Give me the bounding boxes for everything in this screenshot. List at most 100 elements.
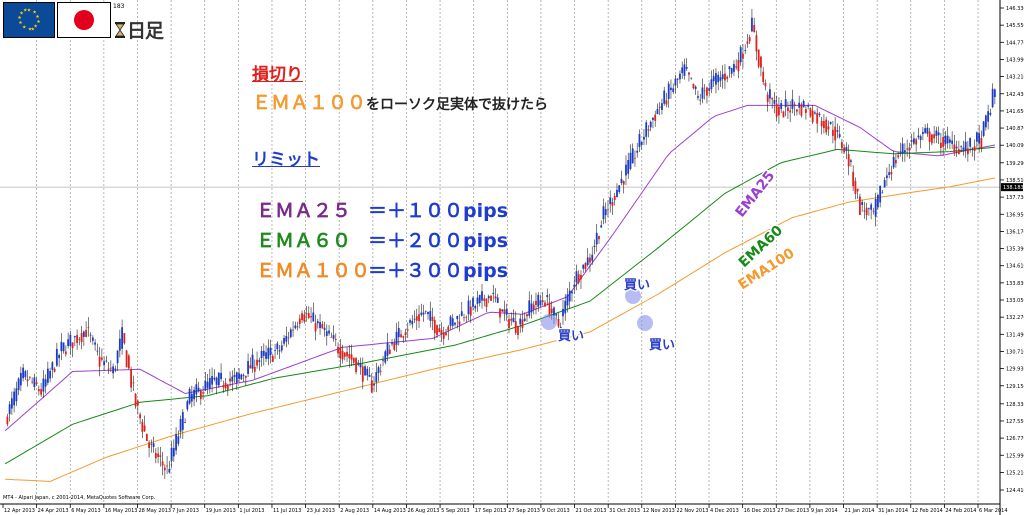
price-tick-label: 142.430 [1006,92,1024,98]
bull-candle [629,152,632,169]
bull-candle [971,147,974,149]
bear-candle [224,382,227,389]
price-tick-label: 140.090 [1006,143,1024,149]
bull-candle [215,377,218,385]
bull-candle [663,90,666,104]
bull-candle [868,208,870,210]
bear-candle [816,112,819,124]
bull-candle [460,311,463,316]
bull-candle [643,136,645,140]
price-tick-label: 135.390 [1006,247,1024,253]
bull-candle [96,350,99,352]
bear-candle [748,37,751,42]
bull-candle [364,366,366,376]
bull-candle [496,297,499,303]
bear-candle [841,142,843,149]
bear-candle [463,317,465,319]
bull-candle [886,175,888,179]
bull-candle [208,377,211,389]
bear-candle [521,319,524,328]
time-axis: 12 Apr 2013 24 Apr 2013 6 May 2013 16 May 2… [2,504,1008,514]
bear-candle [742,53,744,59]
buy-highlight [637,315,653,331]
bear-candle [933,134,936,139]
price-tick-label: 134.610 [1006,264,1024,270]
bull-candle [649,121,652,128]
bull-candle [701,87,704,99]
bear-candle [535,300,537,305]
bull-candle [220,372,222,379]
bear-candle [726,76,729,79]
bear-candle [123,333,126,344]
time-tick-label: 21 Oct 2013 [576,508,607,514]
bull-candle [195,384,198,395]
bull-candle [260,350,263,359]
bull-candle [373,383,375,386]
bull-candle [325,331,328,336]
bear-candle [796,109,798,112]
bear-candle [438,328,441,333]
bear-candle [654,114,657,121]
bull-candle [944,135,947,145]
bull-candle [357,362,360,365]
bull-candle [424,310,427,312]
bull-candle [645,122,648,137]
bull-candle [679,73,681,80]
bear-candle [132,382,135,384]
bull-candle [602,206,605,220]
bear-candle [755,35,758,52]
bull-candle [69,334,72,347]
bull-candle [193,389,195,400]
bull-candle [670,87,672,90]
corner-value: 183 [113,3,125,10]
bull-candle [838,134,841,138]
bear-candle [859,196,861,215]
bull-candle [121,327,123,349]
limit-row: ＥＭＡ１００＝＋３００pips [256,256,508,283]
bull-candle [49,370,52,379]
price-tick-label: 129.930 [1006,367,1024,373]
bull-candle [591,254,594,261]
bull-candle [332,335,335,339]
bull-candle [537,294,540,307]
bull-candle [262,350,265,356]
plot-area [0,0,1000,504]
bear-candle [908,147,911,151]
bull-candle [924,128,927,133]
bull-candle [179,418,182,432]
bull-candle [593,245,596,248]
bull-candle [546,295,549,298]
bear-candle [154,453,157,459]
bear-candle [287,337,290,339]
bull-candle [699,99,702,101]
bull-candle [467,300,470,315]
bull-candle [276,343,279,350]
bear-candle [809,108,812,117]
bull-candle [285,336,288,342]
bear-candle [872,210,875,212]
bear-candle [71,342,74,349]
bear-candle [222,385,225,388]
time-tick-label: 4 Dec 2013 [710,508,739,514]
bull-candle [24,371,27,378]
price-tick-label: 144.770 [1006,40,1024,46]
bull-candle [892,156,895,168]
bull-candle [870,204,873,210]
bear-candle [141,421,144,432]
bull-candle [62,342,65,352]
bull-candle [627,160,630,174]
bear-candle [753,24,756,33]
bull-candle [829,121,832,124]
bull-candle [451,318,454,326]
japan-flag-icon [57,2,111,38]
bull-candle [422,312,425,315]
stop-loss-rule-text: をローソク足実体で抜けたら [366,97,549,113]
bear-candle [166,465,168,467]
bear-candle [703,90,706,92]
stop-loss-rule: ＥＭＡ１００をローソク足実体で抜けたら [252,88,548,115]
bull-candle [175,434,177,451]
bull-candle [798,102,801,108]
bear-candle [31,381,34,383]
price-tick-label: 124.410 [1006,488,1024,494]
